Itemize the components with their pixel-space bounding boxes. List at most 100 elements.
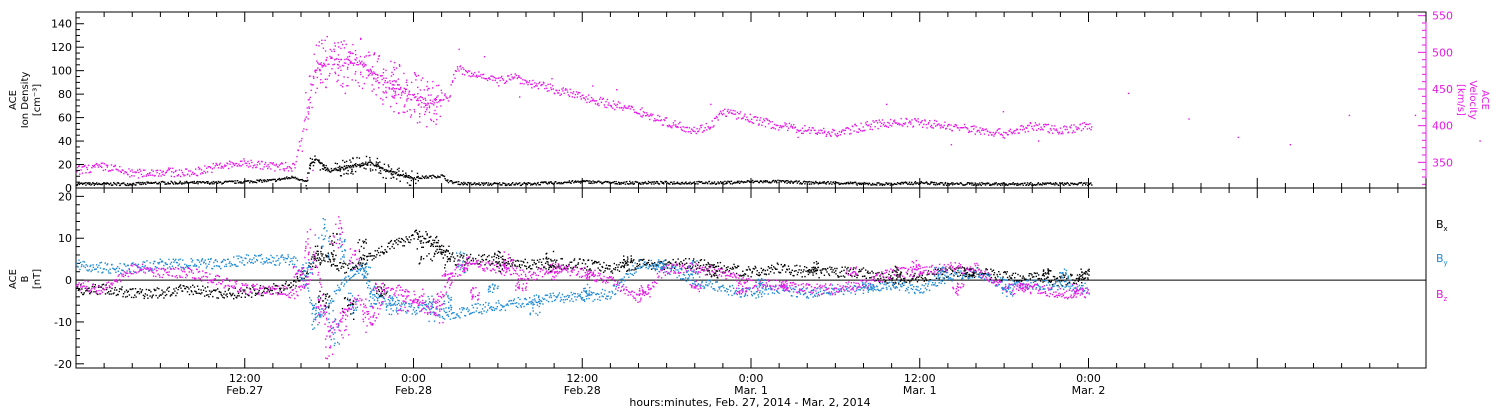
data-point (191, 291, 193, 293)
data-point (91, 183, 93, 185)
data-point (243, 181, 245, 183)
data-point (169, 295, 172, 297)
data-point (624, 264, 626, 266)
data-point (373, 257, 375, 260)
data-point (701, 181, 703, 183)
data-point (398, 112, 400, 114)
data-point (490, 306, 493, 308)
data-point (331, 169, 334, 172)
data-point (712, 182, 714, 185)
data-point (1052, 275, 1055, 278)
data-point (79, 173, 81, 175)
data-point (165, 293, 168, 296)
data-point (984, 128, 986, 131)
data-point (436, 106, 438, 108)
data-point (895, 122, 897, 124)
data-point (339, 66, 341, 68)
data-point (1091, 126, 1093, 128)
data-point (1017, 184, 1019, 186)
density-tick-label: 0 (65, 182, 72, 195)
data-point (562, 87, 564, 89)
data-point (612, 100, 615, 102)
data-point (423, 106, 425, 108)
data-point (326, 167, 329, 169)
data-point (687, 131, 689, 133)
data-point (200, 289, 202, 291)
data-point (853, 130, 855, 132)
data-point (476, 76, 478, 78)
data-point (181, 171, 184, 174)
data-point (796, 264, 798, 267)
data-point (667, 261, 669, 264)
data-point (881, 183, 883, 185)
data-point (349, 159, 351, 161)
data-point (280, 256, 282, 258)
data-point (439, 314, 441, 316)
data-point (864, 275, 866, 277)
data-point (92, 264, 94, 266)
data-point (500, 304, 502, 306)
data-point (180, 266, 182, 268)
data-point (529, 80, 531, 82)
data-point (385, 303, 387, 305)
data-point (507, 183, 509, 185)
data-point (458, 183, 461, 186)
data-point (310, 258, 313, 260)
data-point (276, 255, 278, 257)
data-point (731, 266, 734, 269)
data-point (110, 290, 112, 292)
data-point (202, 285, 204, 287)
data-point (404, 92, 406, 94)
data-point (1033, 125, 1035, 127)
data-point (865, 277, 867, 279)
data-point (606, 106, 608, 109)
data-point (251, 161, 253, 164)
data-point (276, 285, 278, 287)
data-point (650, 113, 652, 115)
data-point (175, 258, 177, 261)
data-point (600, 181, 602, 183)
data-point (257, 291, 260, 293)
data-point (973, 128, 975, 130)
data-point (660, 180, 662, 183)
data-point (581, 267, 583, 270)
data-point (937, 183, 939, 185)
data-point (660, 119, 663, 121)
data-point (831, 183, 833, 185)
data-point (860, 270, 862, 272)
data-point (152, 170, 154, 172)
data-point (458, 48, 460, 51)
data-point (999, 133, 1002, 136)
data-point (164, 262, 167, 264)
data-point (825, 269, 827, 271)
data-point (369, 280, 371, 283)
data-point (784, 124, 786, 126)
data-point (328, 169, 330, 171)
data-point (440, 251, 442, 253)
data-point (245, 162, 248, 164)
data-point (301, 137, 303, 140)
data-point (1021, 280, 1023, 282)
data-point (984, 272, 987, 275)
data-point (971, 130, 973, 133)
data-point (537, 87, 539, 90)
data-point (1063, 276, 1066, 278)
data-point (627, 105, 630, 108)
data-point (582, 94, 584, 96)
data-point (746, 116, 748, 118)
data-point (162, 291, 164, 293)
data-point (370, 70, 372, 72)
data-point (240, 256, 242, 258)
data-point (512, 303, 514, 305)
data-point (393, 95, 396, 97)
data-point (190, 181, 192, 184)
data-point (1064, 128, 1066, 131)
data-point (875, 279, 877, 282)
data-point (713, 182, 715, 184)
data-point (231, 294, 233, 296)
data-point (115, 267, 118, 270)
data-point (372, 164, 375, 166)
data-point (134, 294, 136, 296)
data-point (255, 166, 257, 169)
data-point (469, 253, 472, 256)
